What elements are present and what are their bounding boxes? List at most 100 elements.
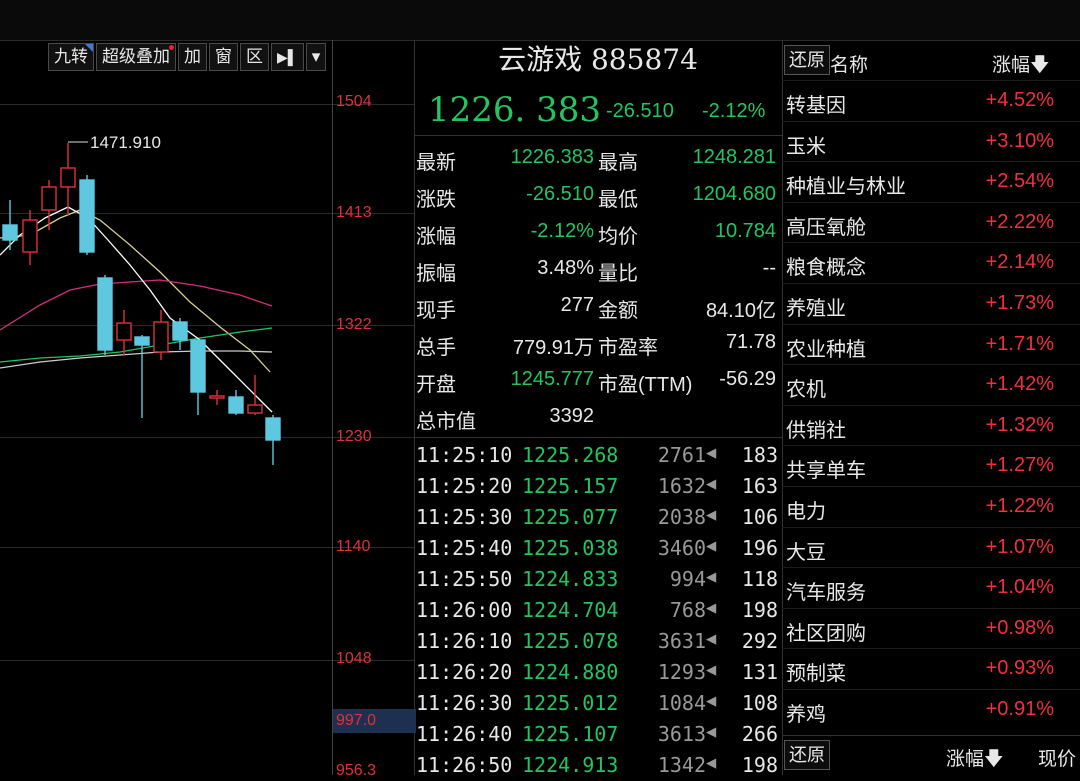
quote-label: 振幅 [416, 263, 456, 285]
jiuzhuan-button[interactable]: 九转 [48, 43, 94, 71]
sector-change: +1.22% [985, 495, 1054, 517]
sector-row[interactable]: 汽车服务 +1.04% [782, 567, 1080, 608]
trade-tick-row: 11:26:00 1224.704 768 ◀ 198 [414, 595, 782, 626]
quote-label: 市盈率 [598, 337, 658, 359]
tick-volume: 2761 [657, 443, 706, 467]
candlestick-plot: 1471.910 [0, 133, 281, 465]
sector-row[interactable]: 农机 +1.42% [782, 364, 1080, 405]
tick-price: 1225.268 [522, 443, 619, 467]
sector-name: 汽车服务 [786, 582, 866, 605]
jiuzhuan-label: 九转 [54, 47, 88, 66]
sector-row[interactable]: 电力 +1.22% [782, 486, 1080, 527]
quote-row: 开盘 1245.777 市盈(TTM) -56.29 [414, 362, 782, 399]
trade-tick-row: 11:25:20 1225.157 1632 ◀ 163 [414, 471, 782, 502]
sector-row[interactable]: 高压氧舱 +2.22% [782, 201, 1080, 243]
candle-body [153, 321, 169, 353]
sector-list-footer: 还原 涨幅🡇 现价 [782, 735, 1080, 776]
candle-body [79, 179, 95, 253]
tick-time: 11:25:30 [416, 505, 513, 529]
sector-row[interactable]: 种植业与林业 +2.54% [782, 161, 1080, 202]
trade-tick-row: 11:26:40 1225.107 3613 ◀ 266 [414, 719, 782, 750]
sell-arrow-icon: ◀ [706, 567, 717, 587]
quote-row: 涨幅 -2.12% 均价 10.784 [414, 214, 782, 251]
footer-price-header[interactable]: 现价 [1038, 749, 1077, 770]
chevron-down-icon[interactable]: ▾ [305, 43, 327, 71]
tick-count: 118 [741, 567, 778, 591]
quote-label: 金额 [598, 300, 638, 322]
footer-change-header[interactable]: 涨幅🡇 [946, 744, 1004, 777]
window-button[interactable]: 窗 [209, 43, 238, 71]
footer-restore-button[interactable]: 还原 [784, 740, 830, 770]
y-tick-label: 1230 [336, 428, 372, 445]
tick-price: 1224.833 [522, 567, 619, 591]
candle-body [97, 277, 113, 351]
sector-row[interactable]: 供销社 +1.32% [782, 404, 1080, 446]
tick-price: 1225.012 [522, 691, 619, 715]
quote-value: 71.78 [725, 331, 776, 353]
tick-time: 11:26:40 [416, 722, 513, 746]
change-column-header[interactable]: 涨幅🡇 [992, 50, 1050, 83]
grid-line [0, 547, 414, 548]
quote-label: 均价 [598, 226, 638, 248]
quote-value: -56.29 [719, 368, 776, 390]
sort-down-icon: 🡇 [984, 749, 1004, 770]
tick-count: 266 [741, 722, 778, 746]
tick-volume: 3460 [657, 536, 706, 560]
tick-count: 196 [741, 536, 778, 560]
sector-row[interactable]: 转基因 +4.52% [782, 80, 1080, 121]
sector-change: +1.32% [985, 413, 1054, 436]
quote-row: 总手 779.91万 市盈率 71.78 [414, 325, 782, 362]
tick-price: 1225.077 [522, 505, 619, 529]
sector-name: 农机 [786, 379, 826, 402]
tick-volume: 2038 [657, 505, 706, 529]
sector-row[interactable]: 共享单车 +1.27% [782, 445, 1080, 486]
tick-time: 11:26:50 [416, 753, 513, 777]
tick-volume: 3631 [657, 629, 706, 653]
kline-chart-panel[interactable]: 九转 超级叠加 加 窗 区 ▶▌ ▾ 1471.910 1504 1413 13… [0, 40, 416, 779]
sector-row[interactable]: 大豆 +1.07% [782, 526, 1080, 568]
high-annotation-label: 1471.910 [90, 133, 161, 152]
add-button[interactable]: 加 [178, 43, 207, 71]
candle-body [22, 219, 38, 253]
quote-value: 84.10亿 [705, 300, 776, 322]
tick-count: 198 [741, 753, 778, 777]
sector-row[interactable]: 预制菜 +0.93% [782, 648, 1080, 689]
price-change-pct: -2.12% [702, 100, 766, 122]
quote-panel: 云游戏 885874 1226. 383 -26.510 -2.12% 最新 12… [414, 40, 783, 777]
ma20-line [0, 279, 273, 331]
sector-change: +0.98% [985, 616, 1054, 639]
tick-price: 1224.704 [522, 598, 619, 622]
candle-body [228, 396, 244, 414]
trade-tick-row: 11:25:30 1225.077 2038 ◀ 106 [414, 502, 782, 533]
sector-row[interactable]: 养殖业 +1.73% [782, 283, 1080, 324]
title-bar [0, 0, 1080, 41]
tick-count: 131 [741, 660, 778, 684]
y-tick-label: 1322 [336, 316, 372, 333]
sector-name: 种植业与林业 [786, 176, 906, 199]
sector-row[interactable]: 社区团购 +0.98% [782, 607, 1080, 649]
overlay-button[interactable]: 超级叠加 [96, 43, 176, 71]
sector-row[interactable]: 养鸡 +0.91% [782, 689, 1080, 730]
price-change: -26.510 [606, 100, 674, 122]
sector-name: 大豆 [786, 541, 826, 564]
play-icon[interactable]: ▶▌ [271, 43, 304, 71]
quote-label: 总手 [416, 337, 456, 359]
name-column-header[interactable]: 名称 [830, 55, 869, 76]
zone-button[interactable]: 区 [240, 43, 269, 71]
sector-name: 玉米 [786, 135, 826, 158]
sector-row[interactable]: 农业种植 +1.71% [782, 323, 1080, 365]
restore-button[interactable]: 还原 [784, 45, 830, 75]
sell-arrow-icon: ◀ [706, 598, 717, 618]
quote-value: -- [762, 257, 776, 279]
quote-row: 总市值 3392 [414, 399, 782, 436]
tick-time: 11:26:30 [416, 691, 513, 715]
sector-change: +1.73% [985, 292, 1054, 314]
red-dot-icon [169, 45, 174, 50]
sector-list-panel: 还原 名称 涨幅🡇 转基因 +4.52% 玉米 +3.10% 种植业与林业 +2.54% 高… [782, 40, 1080, 775]
sector-row[interactable]: 玉米 +3.10% [782, 120, 1080, 162]
quote-value: 1245.777 [510, 368, 594, 390]
sector-row[interactable]: 粮食概念 +2.14% [782, 242, 1080, 283]
tick-volume: 994 [669, 567, 706, 591]
tick-count: 183 [741, 443, 778, 467]
ma10-line [0, 209, 271, 373]
